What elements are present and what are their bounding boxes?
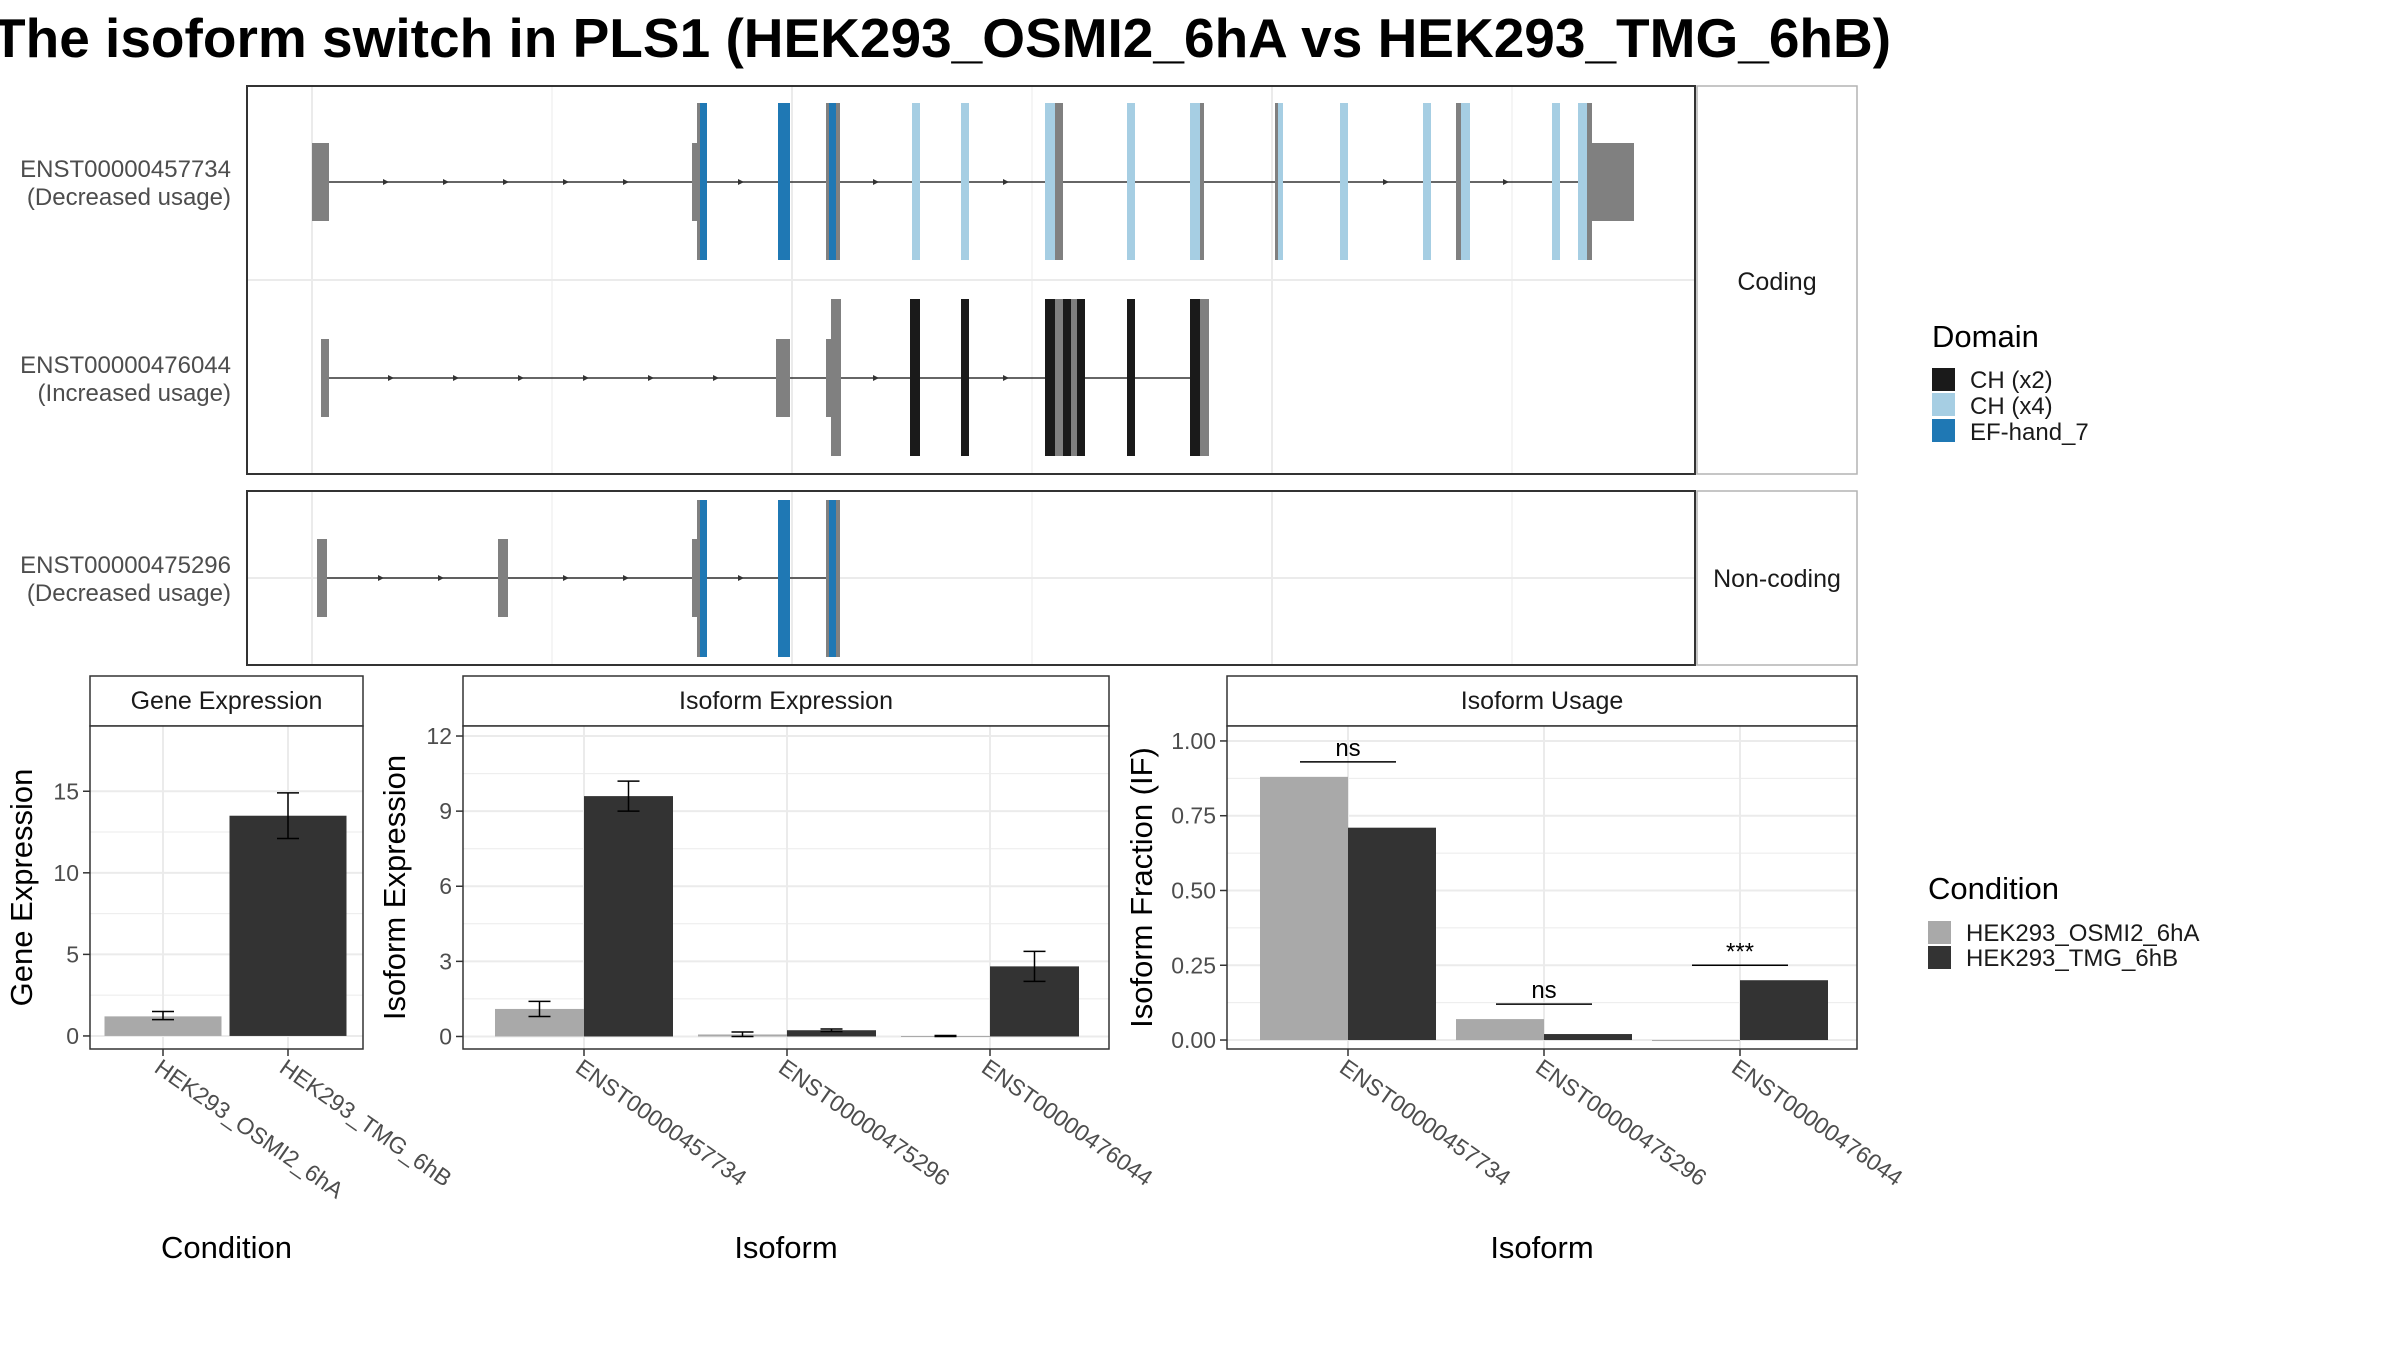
- x-tick-label: ENST00000457734: [1335, 1054, 1516, 1191]
- bar: [1544, 1034, 1632, 1041]
- legend-swatch: [1932, 393, 1955, 416]
- x-axis-title: Isoform: [1490, 1230, 1593, 1265]
- legend-swatch: [1928, 921, 1951, 944]
- x-axis-title: Isoform: [734, 1230, 837, 1265]
- chart-title: Gene Expression: [131, 687, 323, 715]
- figure-title: The isoform switch in PLS1 (HEK293_OSMI2…: [0, 7, 1891, 69]
- transcript-label-usage: (Decreased usage): [27, 580, 231, 607]
- domain-legend: Domain CH (x2) CH (x4) EF-hand_7: [1932, 319, 2089, 446]
- x-tick-label: ENST00000475296: [1531, 1054, 1711, 1191]
- bar: [584, 796, 673, 1037]
- panel-border: [462, 725, 1110, 1050]
- panel-border: [246, 490, 1696, 666]
- legend-label: HEK293_OSMI2_6hA: [1966, 920, 2199, 947]
- chart-strip: [1226, 675, 1858, 727]
- y-tick-label: 0.50: [1171, 877, 1216, 903]
- domain-blocks: [700, 103, 1587, 260]
- bar: [104, 1016, 222, 1036]
- panel-border: [246, 85, 1696, 475]
- chart-strip: [462, 675, 1110, 727]
- y-tick-label: 3: [439, 948, 452, 974]
- y-tick-label: 0.75: [1171, 803, 1216, 829]
- strip-label-noncoding: Non-coding: [1713, 565, 1841, 593]
- x-tick-label: ENST00000476044: [1727, 1054, 1908, 1191]
- strip-noncoding: [1696, 490, 1858, 666]
- x-tick-label: ENST00000457734: [571, 1054, 752, 1191]
- bar: [1456, 1019, 1544, 1041]
- y-axis-title: Isoform Fraction (IF): [1124, 747, 1159, 1028]
- x-axis-title: Condition: [161, 1230, 292, 1265]
- x-tick-label: ENST00000475296: [774, 1054, 954, 1191]
- bar: [1652, 1040, 1740, 1042]
- chart-title: Isoform Usage: [1461, 687, 1624, 715]
- y-tick-label: 12: [426, 723, 452, 749]
- significance-label: ns: [1531, 977, 1556, 1004]
- legend-swatch: [1928, 946, 1951, 969]
- domain-legend-title: Domain: [1932, 319, 2039, 354]
- y-tick-label: 9: [439, 798, 452, 824]
- intron-direction-arrows: [388, 375, 1009, 381]
- legend-label: EF-hand_7: [1970, 419, 2089, 446]
- transcript-label-id: ENST00000457734: [20, 156, 231, 183]
- y-tick-label: 0: [439, 1023, 452, 1049]
- y-tick-label: 15: [53, 778, 79, 804]
- panel-border: [89, 725, 364, 1050]
- condition-legend-title: Condition: [1928, 871, 2059, 906]
- strip-label-coding: Coding: [1737, 268, 1816, 296]
- bar: [1348, 827, 1436, 1041]
- y-tick-label: 6: [439, 873, 452, 899]
- condition-legend: Condition HEK293_OSMI2_6hA HEK293_TMG_6h…: [1928, 871, 2199, 972]
- bar: [229, 815, 347, 1036]
- legend-swatch: [1932, 368, 1955, 391]
- domain-blocks: [700, 500, 836, 657]
- transcript-track-enst00000475296: [317, 500, 840, 657]
- y-tick-label: 1.00: [1171, 728, 1216, 754]
- strip-coding: [1696, 85, 1858, 475]
- bar: [1740, 980, 1828, 1041]
- y-axis-title: Isoform Expression: [377, 755, 412, 1020]
- y-tick-label: 0: [66, 1023, 79, 1049]
- y-axis-title: Gene Expression: [4, 769, 39, 1007]
- intron-direction-arrows: [383, 179, 1509, 185]
- significance-label: ***: [1726, 938, 1754, 965]
- legend-label: CH (x4): [1970, 393, 2053, 420]
- transcript-track-enst00000457734: [312, 103, 1634, 260]
- y-tick-label: 0.25: [1171, 952, 1216, 978]
- legend-label: HEK293_TMG_6hB: [1966, 945, 2178, 972]
- structure-panel-noncoding: Non-coding ENST00000475296 (Decreased us…: [20, 490, 1858, 666]
- structure-panel-coding: Coding ENST00000457734 (Decreased usage)…: [20, 85, 1858, 475]
- x-tick-label: ENST00000476044: [977, 1054, 1158, 1191]
- transcript-label-id: ENST00000476044: [20, 352, 231, 379]
- isoform-usage-chart: Isoform Usage 0.00 0.25 0.50 0.75 1.00 ENST000…: [1124, 675, 1908, 1265]
- intron-direction-arrows: [378, 575, 744, 581]
- transcript-label-usage: (Decreased usage): [27, 184, 231, 211]
- legend-swatch: [1932, 419, 1955, 442]
- significance-label: ns: [1335, 735, 1360, 762]
- transcript-track-enst00000476044: [321, 299, 1209, 456]
- bar: [787, 1030, 876, 1037]
- y-tick-label: 5: [66, 941, 79, 967]
- transcript-label-usage: (Increased usage): [38, 380, 231, 407]
- chart-title: Isoform Expression: [679, 687, 893, 715]
- y-tick-label: 10: [53, 860, 79, 886]
- domain-blocks: [910, 299, 1200, 456]
- y-tick-label: 0.00: [1171, 1027, 1216, 1053]
- legend-label: CH (x2): [1970, 367, 2053, 394]
- bar: [1260, 776, 1348, 1041]
- panel-border: [1226, 725, 1858, 1050]
- transcript-label-id: ENST00000475296: [20, 552, 231, 579]
